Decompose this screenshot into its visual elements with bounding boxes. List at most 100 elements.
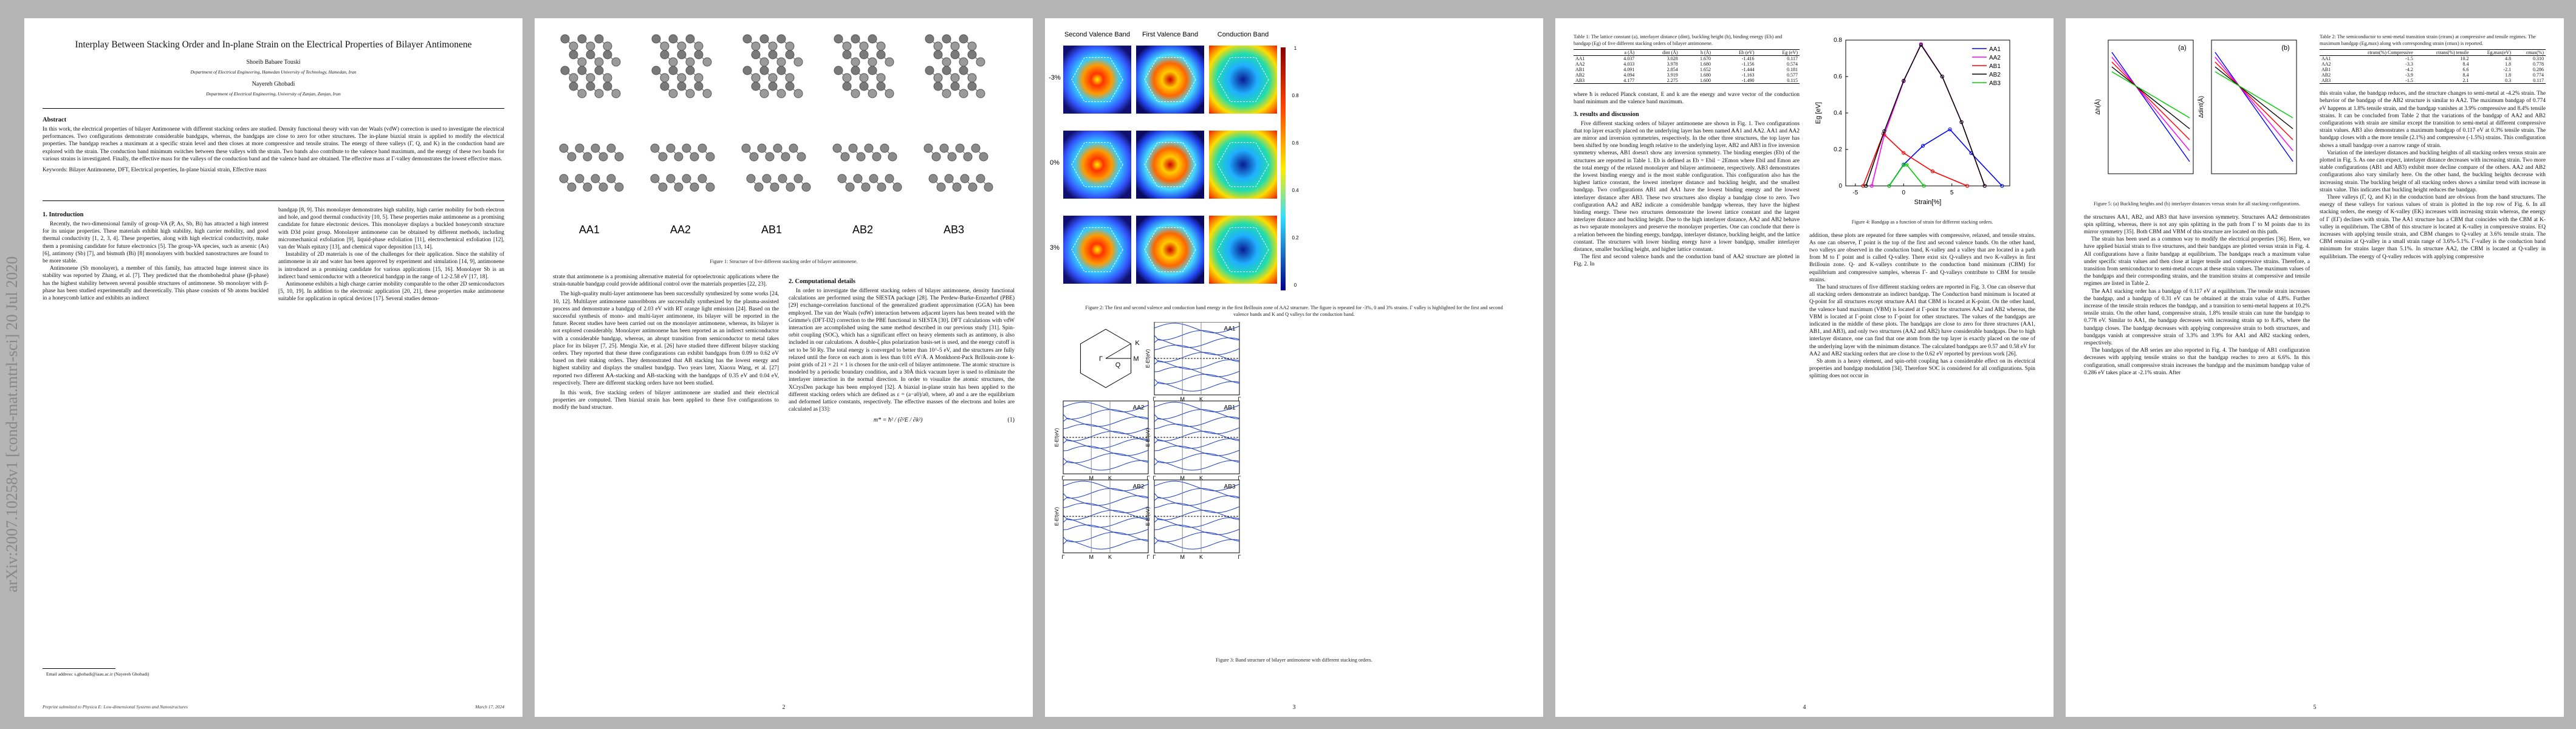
- table-cell: 1.680: [1700, 61, 1711, 67]
- sb-atom: [842, 50, 852, 60]
- sb-atom: [746, 174, 756, 183]
- band-panel-ab2: AB2 E-Ef(eV) Γ M K Γ: [1054, 479, 1150, 560]
- colorbar-tick: 0: [1294, 282, 1297, 288]
- kpath-label: Γ: [1153, 475, 1156, 481]
- table-cell: -2.1: [2503, 67, 2512, 73]
- figure-3-caption: Figure 3: Band structure of bilayer anti…: [1216, 657, 1372, 663]
- sb-atom: [569, 50, 578, 60]
- sb-atom: [754, 182, 764, 192]
- sb-atom: [785, 41, 795, 51]
- table-cell: 4.037: [1623, 56, 1635, 62]
- band-line: [1063, 438, 1149, 449]
- table-cell: 3.919: [1667, 72, 1678, 78]
- p5-para-3: The AA1 stacking order has a bandgap of …: [2084, 288, 2310, 347]
- table-row: AB1 -4.2 6.6 -2.1 0.286: [2320, 67, 2546, 72]
- kpath-label: Γ: [1238, 396, 1241, 402]
- band-line: [1154, 453, 1240, 464]
- sb-atom: [660, 41, 670, 51]
- sb-atom: [768, 81, 778, 91]
- table-cell: AA1: [1575, 56, 1585, 62]
- page-2: AA1 AA2 AB1 AB2 AB3 Figure 1: Structure of f…: [535, 18, 1033, 717]
- sb-atom: [801, 182, 811, 192]
- sb-atom: [694, 73, 704, 83]
- table-cell: 4.177: [1603, 78, 1637, 84]
- sb-atom: [868, 34, 877, 44]
- band-ylabel: E-Ef(eV): [1054, 507, 1060, 525]
- kpath-label: M: [1089, 475, 1094, 481]
- sb-atom: [967, 73, 977, 83]
- table-cell: 1.670: [1700, 56, 1711, 62]
- section-3-heading: 3. results and discussion: [1574, 111, 1639, 118]
- sb-atom: [976, 174, 985, 183]
- sb-atom: [677, 41, 687, 51]
- sb-atom: [842, 81, 852, 91]
- table-cell: 1.652: [1700, 67, 1711, 73]
- band-line: [1063, 481, 1149, 491]
- sb-atom: [606, 174, 616, 183]
- band-line: [1063, 510, 1149, 521]
- structure-ab3: AB3: [923, 34, 993, 236]
- table-row: AB3 4.177 2.275 1.600 -1.490 0.115: [1574, 78, 1800, 84]
- band-line: [1063, 524, 1149, 535]
- band-line: [1063, 517, 1149, 528]
- series-line-ab1: [1862, 132, 1968, 187]
- sb-atom: [586, 81, 595, 91]
- table-cell: 0.181: [1787, 67, 1798, 73]
- figure-1: AA1 AA2 AB1 AB2 AB3: [547, 27, 1021, 258]
- table-header-cell: εtrans(%) tensile: [2414, 49, 2471, 56]
- sb-atom: [603, 41, 612, 51]
- table-header-cell: εmax(%): [2513, 49, 2546, 56]
- p2-para-4: In order to investigate the different st…: [789, 288, 1015, 413]
- colorbar-tick: 0.6: [1292, 140, 1299, 146]
- data-point: [1959, 120, 1964, 125]
- sb-atom: [892, 182, 902, 192]
- table-cell: 4.094: [1623, 72, 1635, 78]
- p2-para-2: The high-quality multi-layer antimonene …: [553, 291, 779, 386]
- sb-atom: [702, 57, 712, 67]
- sb-atom: [614, 182, 624, 192]
- table-row: AA2 4.033 3.978 1.680 -1.156 0.574: [1574, 61, 1800, 67]
- band-line: [1063, 431, 1149, 442]
- series-line-ab3: [2215, 71, 2293, 118]
- table-row: AA2 -3.3 8.4 1.8 0.778: [2320, 61, 2546, 67]
- band-line: [1154, 402, 1240, 412]
- sb-atom: [793, 57, 803, 67]
- table-cell: 10.2: [2460, 56, 2469, 62]
- band-line: [1154, 488, 1240, 499]
- table-1: a (Å) dint (Å) h (Å) Eb (eV) Eg (eV) AA1 4.037…: [1574, 49, 1800, 84]
- bz-hexagon: [1080, 329, 1132, 388]
- table-cell: AB1: [1575, 67, 1585, 73]
- sb-atom: [793, 174, 803, 183]
- sb-atom: [773, 143, 783, 153]
- data-point: [1902, 78, 1906, 83]
- sb-atom: [559, 143, 569, 153]
- sb-atom: [859, 73, 869, 83]
- table-cell: 4.033: [1623, 61, 1635, 67]
- table-cell: AB3: [2320, 78, 2340, 84]
- y-tick-label: 0: [1838, 183, 1842, 190]
- sb-atom: [586, 41, 595, 51]
- sb-atom: [682, 174, 691, 183]
- page-3: Second Valence Band First Valence Band Con…: [1045, 18, 1543, 717]
- band-map-panel: [1063, 46, 1131, 114]
- sb-atom: [677, 81, 687, 91]
- band-line: [1063, 502, 1149, 513]
- sb-atom: [660, 50, 670, 60]
- sb-atom: [869, 174, 879, 183]
- series-line-aa1: [2215, 52, 2293, 162]
- sb-atom: [776, 34, 786, 44]
- sb-atom: [785, 81, 795, 91]
- band-map-column-title: First Valence Band: [1142, 31, 1198, 38]
- data-point: [1919, 43, 1923, 47]
- footnote-email: Email address: s.ghobadi@iaau.ac.ir (Nay…: [46, 671, 149, 677]
- table-cell: 1.680: [1700, 72, 1711, 78]
- p4-para-3: The first and second valence bands and t…: [1574, 254, 1800, 268]
- table-cell: AB3: [1574, 78, 1603, 84]
- table-header-cell: h (Å): [1679, 49, 1713, 56]
- kpath-label: Γ: [1153, 396, 1156, 402]
- band-line: [1154, 374, 1240, 385]
- colorbar: [1281, 47, 1286, 290]
- sb-atom: [859, 50, 869, 60]
- structure-aa1: AA1: [559, 34, 624, 236]
